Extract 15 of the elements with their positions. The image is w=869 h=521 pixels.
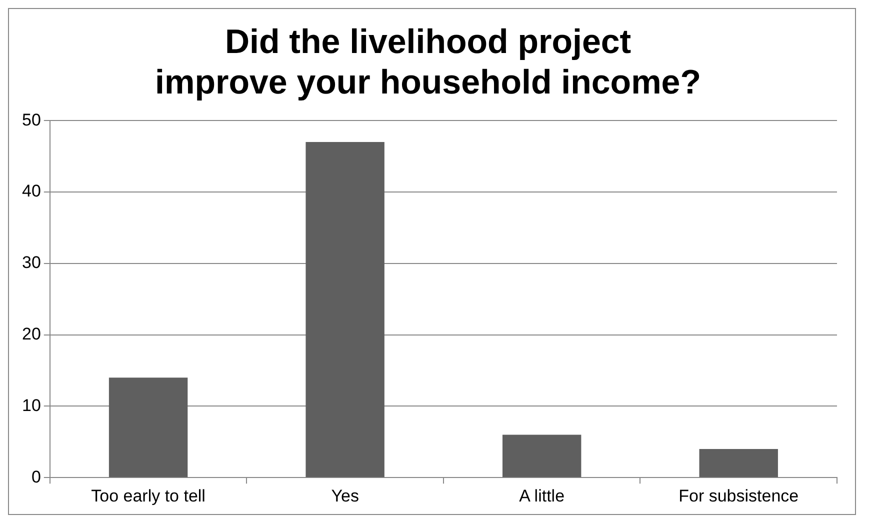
y-tick-label: 10 [22,396,41,415]
x-tick-label: Too early to tell [91,486,206,506]
bar [699,449,778,478]
x-tick-label: Yes [331,486,359,506]
bar [108,378,188,478]
bar [502,434,582,478]
y-tick-label: 0 [31,467,41,486]
y-tick-label: 30 [22,253,41,272]
bar [306,142,384,478]
x-tick-label: A little [519,486,565,506]
x-tick-label: For subsistence [678,486,799,506]
y-tick-label: 40 [22,182,41,201]
y-tick-label: 50 [22,110,41,130]
y-tick-label: 20 [22,324,41,344]
chart-title: Did the livelihood project improve your household income? [155,22,701,102]
